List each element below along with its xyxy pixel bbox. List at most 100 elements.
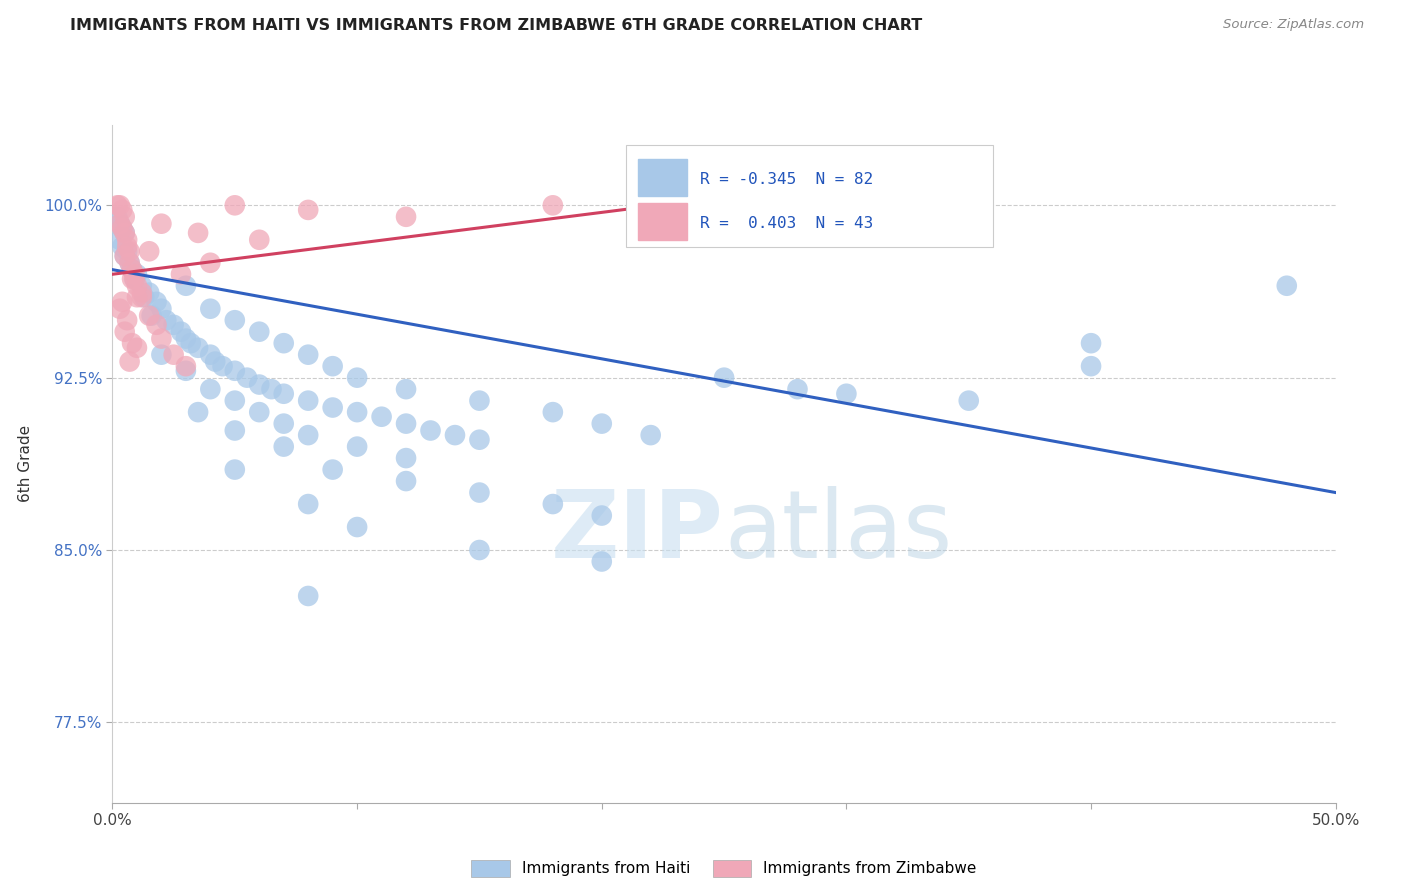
Point [131,278,153,293]
Point [541,497,564,511]
Point [224,393,246,408]
Text: R = -0.345  N = 82: R = -0.345 N = 82 [700,171,873,186]
Point [118,256,141,270]
Text: atlas: atlas [724,485,952,578]
Point [260,382,283,396]
Point [297,393,319,408]
Point [273,440,295,454]
Point [297,428,319,442]
Point [236,370,259,384]
Point [174,359,197,374]
Point [322,359,344,374]
Point [224,198,246,212]
Point [108,301,131,316]
Point [118,256,141,270]
Point [125,290,148,304]
Point [125,267,148,281]
Point [419,424,441,438]
Point [346,405,368,419]
Point [395,474,418,488]
Point [395,451,418,466]
Point [125,341,148,355]
Point [346,440,368,454]
Point [322,401,344,415]
Point [273,417,295,431]
Point [114,226,136,240]
Point [150,332,173,346]
Point [114,210,136,224]
Point [200,348,222,362]
Point [468,543,491,558]
Point [713,198,735,212]
Point [131,290,153,304]
Point [114,249,136,263]
Point [541,405,564,419]
Point [395,210,418,224]
Point [591,508,613,523]
Point [187,405,209,419]
Point [150,348,173,362]
Point [108,233,131,247]
Point [124,272,146,286]
Point [247,377,270,392]
Point [297,348,319,362]
Point [180,336,202,351]
Point [105,210,128,224]
Point [111,221,134,235]
Point [105,198,128,212]
Point [1080,359,1102,374]
FancyBboxPatch shape [626,145,993,247]
Point [1275,278,1298,293]
Point [155,313,177,327]
Point [111,240,134,254]
Point [346,370,368,384]
Bar [638,202,688,240]
Point [468,433,491,447]
Point [200,301,222,316]
Point [224,462,246,476]
Point [115,233,138,247]
Point [125,278,148,293]
Point [118,354,141,368]
Point [108,217,131,231]
Point [247,233,270,247]
Point [108,217,131,231]
Bar [638,159,688,196]
Point [713,370,735,384]
Point [134,290,156,304]
Point [187,341,209,355]
Point [111,202,134,217]
Point [370,409,392,424]
Point [395,382,418,396]
Point [174,364,197,378]
Point [111,221,134,235]
Point [114,226,136,240]
Point [468,485,491,500]
Text: Source: ZipAtlas.com: Source: ZipAtlas.com [1223,18,1364,31]
Point [114,325,136,339]
Point [121,272,143,286]
Point [163,318,186,332]
Point [786,382,808,396]
Point [145,318,167,332]
Point [124,267,146,281]
Point [145,294,167,309]
Point [170,267,193,281]
Point [138,309,160,323]
Point [150,301,173,316]
Point [224,313,246,327]
Point [468,393,491,408]
Point [957,393,980,408]
Point [118,244,141,259]
Point [115,244,138,259]
Point [114,249,136,263]
Point [204,354,226,368]
Point [297,589,319,603]
Point [591,554,613,568]
Text: IMMIGRANTS FROM HAITI VS IMMIGRANTS FROM ZIMBABWE 6TH GRADE CORRELATION CHART: IMMIGRANTS FROM HAITI VS IMMIGRANTS FROM… [70,18,922,33]
Text: R =  0.403  N = 43: R = 0.403 N = 43 [700,216,873,231]
Point [163,348,186,362]
Legend: Immigrants from Haiti, Immigrants from Zimbabwe: Immigrants from Haiti, Immigrants from Z… [465,854,983,883]
Point [640,428,662,442]
Point [124,272,146,286]
